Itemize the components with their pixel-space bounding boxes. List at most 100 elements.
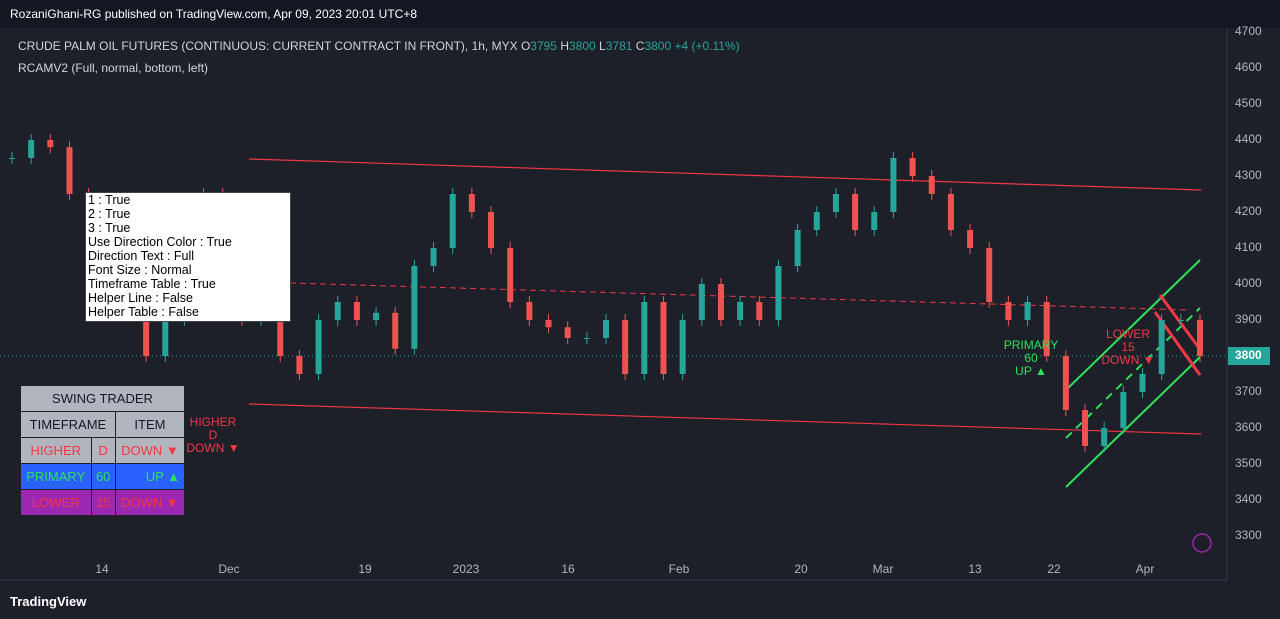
candle (775, 266, 782, 320)
ohlc-value: 3781 (605, 39, 633, 53)
cell: LOWER (20, 489, 92, 516)
price-label: 4000 (1235, 276, 1262, 290)
setting: Font Size : Normal (88, 263, 192, 277)
time-label: Dec (218, 562, 239, 576)
time-label: 16 (561, 562, 575, 576)
candle (430, 248, 437, 266)
candle (641, 302, 648, 374)
price-label: 3900 (1235, 312, 1262, 326)
candle (545, 320, 552, 328)
time-axis: 14 Dec 19 2023 16 Feb 20 Mar 13 22 Apr (95, 562, 1154, 576)
candle (947, 194, 954, 230)
ann-text: PRIMARY (1003, 338, 1059, 352)
candle (1120, 392, 1127, 428)
ohlc-label: L (599, 39, 606, 53)
price-label: 4200 (1235, 204, 1262, 218)
time-label: 14 (95, 562, 109, 576)
price-axis: 4700 4600 4500 4400 4300 4200 4100 4000 3900 3800… (1228, 24, 1270, 542)
last-price-bg (1228, 347, 1270, 365)
setting: Helper Table : False (88, 305, 199, 319)
candle (1005, 302, 1012, 320)
candle (162, 320, 169, 356)
ohlc-value: 3800 (569, 39, 596, 53)
candle (622, 320, 629, 374)
footer-logo: TradingView (10, 594, 87, 609)
ann-text: HIGHER (189, 415, 237, 429)
price-label: 3500 (1235, 456, 1262, 470)
candle (1082, 410, 1089, 446)
price-label: 3400 (1235, 492, 1262, 506)
candle (66, 147, 73, 194)
ann-text: D (208, 428, 218, 442)
annotation: LOWER 15 DOWN ▼ (1098, 328, 1158, 367)
table-title: SWING TRADER (20, 385, 185, 412)
ann-text: UP ▲ (1015, 364, 1047, 378)
price-label: 4400 (1235, 132, 1262, 146)
price-label: 4600 (1235, 60, 1262, 74)
table-header: ITEM (114, 411, 186, 438)
candle (315, 320, 322, 374)
candle (1101, 428, 1108, 446)
candle (411, 266, 418, 349)
ann-text: LOWER (1105, 327, 1150, 341)
candle (507, 248, 514, 302)
ohlc-value: 3800 (644, 39, 672, 53)
table-header: TIMEFRAME (20, 411, 116, 438)
candle (794, 230, 801, 266)
candle (1139, 374, 1146, 392)
candle (603, 320, 609, 338)
candle (1062, 356, 1069, 410)
candle (852, 194, 859, 230)
candle (488, 212, 495, 248)
symbol-line: CRUDE PALM OIL FUTURES (CONTINUOUS: CURR… (18, 35, 740, 57)
cell: D (90, 437, 116, 464)
candle (928, 176, 935, 194)
candle (449, 194, 456, 248)
time-label: 13 (968, 562, 982, 576)
setting: 3 : True (88, 221, 131, 235)
candle (756, 302, 763, 320)
time-label: Feb (669, 562, 690, 576)
candle (353, 302, 360, 320)
cell: UP ▲ (114, 463, 186, 490)
candle (1158, 320, 1165, 374)
time-label: 2023 (453, 562, 480, 576)
candle (1024, 302, 1031, 320)
cell: 15 (90, 489, 116, 516)
candle (967, 230, 974, 248)
annotation: HIGHER D DOWN ▼ (185, 416, 241, 455)
time-label: 19 (358, 562, 372, 576)
trend-line (248, 403, 1202, 435)
time-label: 22 (1047, 562, 1061, 576)
candle (1177, 320, 1184, 321)
setting: 2 : True (88, 207, 131, 221)
ohlc-label: O (520, 39, 531, 53)
candle (909, 158, 916, 176)
time-label: Mar (873, 562, 894, 576)
setting: Use Direction Color : True (88, 235, 232, 249)
price-label: 4500 (1235, 96, 1262, 110)
candle (698, 284, 705, 320)
publish-bar: RozaniGhani-RG published on TradingView.… (0, 0, 1280, 28)
candle (660, 302, 667, 374)
swing-table: SWING TRADER TIMEFRAME ITEM HIGHER D DOWN ▼… (20, 385, 186, 516)
candle (1197, 320, 1203, 356)
price-label: 3300 (1235, 528, 1262, 542)
price-label: 4100 (1235, 240, 1262, 254)
price-label: 3600 (1235, 420, 1262, 434)
candle (583, 338, 590, 339)
alert-icon[interactable] (1192, 533, 1212, 553)
channel-line (1065, 356, 1201, 488)
cell: PRIMARY (20, 463, 92, 490)
ohlc-label: C (635, 39, 645, 53)
trend-line (248, 158, 1202, 191)
ann-text: 15 (1121, 340, 1135, 354)
last-price: 3800 (1235, 348, 1262, 362)
candle (679, 320, 686, 374)
candle (871, 212, 878, 230)
candle (564, 327, 571, 338)
setting: 1 : True (88, 193, 131, 207)
channel-line (1065, 259, 1201, 391)
candle (28, 140, 35, 158)
